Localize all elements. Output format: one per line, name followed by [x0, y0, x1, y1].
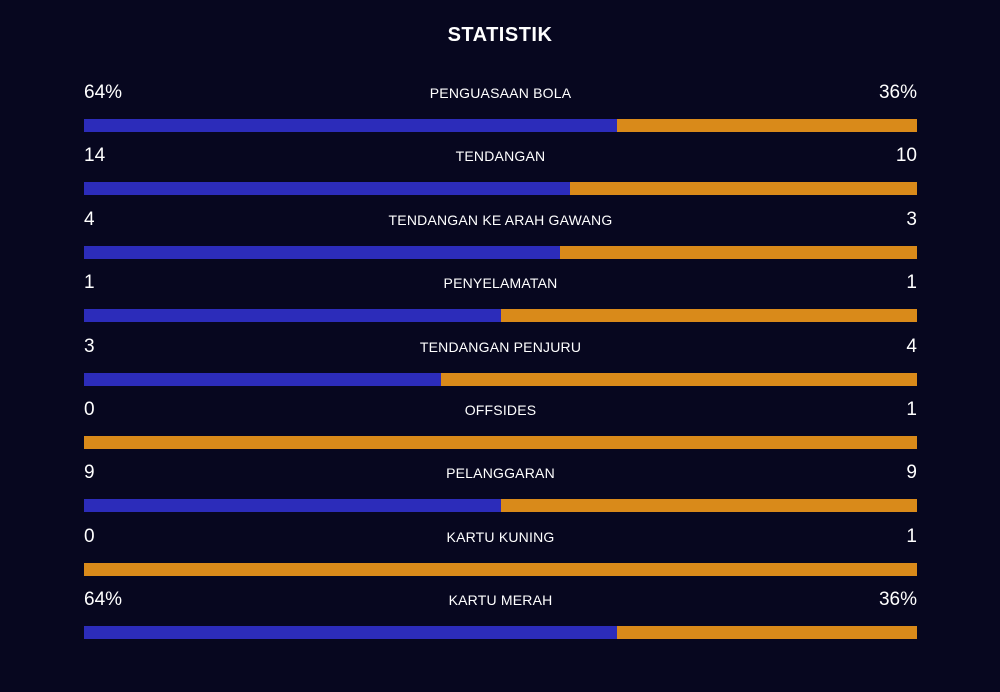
comparison-bar	[84, 499, 917, 513]
home-value: 0	[84, 525, 95, 547]
away-bar-segment	[500, 309, 917, 323]
stat-header: 3 TENDANGAN PENJURU 4	[84, 334, 917, 360]
stat-label: PENYELAMATAN	[443, 275, 558, 292]
home-bar-segment	[84, 499, 501, 513]
away-value: 36%	[878, 82, 917, 103]
stat-label: KARTU MERAH	[448, 592, 553, 609]
home-bar-segment	[84, 309, 501, 323]
home-value: 9	[84, 462, 95, 484]
away-value: 1	[906, 272, 917, 294]
stat-header: 14 TENDANGAN 10	[84, 143, 917, 169]
stat-header: 9 PELANGGARAN 9	[84, 460, 917, 486]
away-bar-segment	[559, 245, 917, 259]
away-bar-segment	[500, 499, 917, 513]
away-value: 1	[906, 525, 917, 547]
stat-label: TENDANGAN PENJURU	[419, 338, 582, 355]
away-value: 10	[895, 145, 917, 167]
stat-row-penguasaan-bola: 64% PENGUASAAN BOLA 36%	[84, 80, 917, 143]
stat-label: PELANGGARAN	[446, 465, 555, 482]
stats-list: 64% PENGUASAAN BOLA 36% 14 TENDANGAN 10	[84, 80, 917, 651]
stat-row-penyelamatan: 1 PENYELAMATAN 1	[84, 270, 917, 333]
away-bar-segment	[441, 372, 917, 386]
home-bar-segment	[84, 626, 618, 640]
comparison-bar	[84, 562, 917, 576]
home-value: 1	[84, 272, 95, 294]
away-bar-segment	[617, 626, 917, 640]
home-value: 4	[84, 208, 95, 230]
stat-header: 64% KARTU MERAH 36%	[84, 587, 917, 613]
home-bar-segment	[84, 245, 560, 259]
away-value: 4	[906, 335, 917, 357]
stat-label: TENDANGAN	[455, 148, 546, 165]
stat-row-tendangan: 14 TENDANGAN 10	[84, 143, 917, 206]
comparison-bar	[84, 309, 917, 323]
stat-label: KARTU KUNING	[446, 528, 555, 545]
comparison-bar	[84, 435, 917, 449]
comparison-bar	[84, 182, 917, 196]
away-bar-segment	[569, 182, 917, 196]
stat-header: 64% PENGUASAAN BOLA 36%	[84, 80, 917, 106]
home-value: 3	[84, 335, 95, 357]
stat-header: 1 PENYELAMATAN 1	[84, 270, 917, 296]
comparison-bar	[84, 245, 917, 259]
comparison-bar	[84, 372, 917, 386]
home-bar-segment	[84, 372, 442, 386]
away-value: 9	[906, 462, 917, 484]
stat-header: 0 KARTU KUNING 1	[84, 524, 917, 550]
stat-label: PENGUASAAN BOLA	[429, 85, 572, 101]
away-value: 3	[906, 208, 917, 230]
home-value: 64%	[84, 82, 123, 103]
stat-row-pelanggaran: 9 PELANGGARAN 9	[84, 460, 917, 523]
away-bar-segment	[617, 119, 917, 132]
home-bar-segment	[84, 119, 618, 132]
home-bar-segment	[84, 182, 570, 196]
stat-row-offsides: 0 OFFSIDES 1	[84, 397, 917, 460]
home-value: 64%	[84, 589, 123, 611]
home-value: 14	[84, 145, 106, 167]
away-value: 36%	[878, 589, 917, 611]
stat-row-kartu-merah: 64% KARTU MERAH 36%	[84, 587, 917, 650]
away-value: 1	[906, 398, 917, 420]
away-bar-segment	[84, 562, 917, 576]
stat-row-kartu-kuning: 0 KARTU KUNING 1	[84, 524, 917, 587]
stat-header: 0 OFFSIDES 1	[84, 397, 917, 423]
page-title: STATISTIK	[447, 24, 553, 46]
home-value: 0	[84, 398, 95, 420]
stat-row-tendangan-penjuru: 3 TENDANGAN PENJURU 4	[84, 334, 917, 397]
stat-header: 4 TENDANGAN KE ARAH GAWANG 3	[84, 207, 917, 233]
comparison-bar	[84, 119, 917, 132]
stat-label: TENDANGAN KE ARAH GAWANG	[388, 211, 613, 228]
away-bar-segment	[84, 435, 917, 449]
comparison-bar	[84, 626, 917, 640]
stat-label: OFFSIDES	[464, 401, 537, 418]
stat-row-tendangan-ke-arah-gawang: 4 TENDANGAN KE ARAH GAWANG 3	[84, 207, 917, 270]
